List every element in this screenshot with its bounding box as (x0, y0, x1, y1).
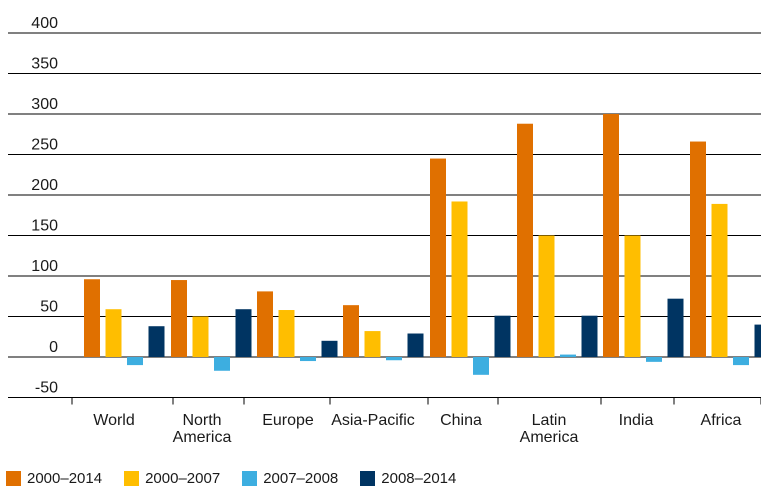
bar-2007-2008-6 (646, 357, 662, 362)
legend-item: 2008–2014 (360, 470, 456, 487)
bar-2000-2007-6 (624, 235, 641, 357)
bar-2008-2014-7 (754, 324, 761, 357)
legend-swatch (242, 471, 258, 486)
legend-label: 2008–2014 (381, 470, 457, 487)
legend: 2000–2014 2000–2007 2007–2008 2008–2014 (6, 470, 478, 487)
category-label: Europe (262, 412, 314, 429)
bar-2000-2014-5 (517, 123, 533, 357)
bar-2000-2014-7 (690, 141, 706, 357)
category-labels: World North America Europe Asia-Pacific China… (93, 412, 741, 446)
bar-2000-2007-3 (364, 331, 381, 357)
legend-label: 2000–2007 (145, 470, 221, 487)
y-tick-label: 100 (31, 258, 58, 275)
category-label: North America (173, 412, 232, 446)
y-tick-label: 350 (31, 56, 58, 73)
bar-2000-2007-0 (105, 309, 122, 357)
bar-2008-2014-4 (494, 315, 511, 357)
bar-2000-2007-1 (192, 316, 209, 357)
x-axis (71, 397, 761, 405)
category-label: Asia-Pacific (331, 412, 415, 429)
bar-2007-2008-5 (560, 354, 576, 357)
bar-2007-2008-1 (214, 357, 230, 371)
y-tick-label: 50 (40, 299, 58, 316)
y-axis-tick-labels: 400 350 300 250 200 150 100 50 0 -50 (31, 15, 58, 397)
bar-2008-2014-5 (581, 315, 598, 357)
y-tick-label: 150 (31, 218, 58, 235)
bar-2008-2014-0 (148, 326, 165, 357)
category-label: Latin America (520, 412, 579, 446)
legend-item: 2000–2007 (124, 470, 220, 487)
category-label: India (619, 412, 654, 429)
category-label: China (440, 412, 482, 429)
bar-2000-2007-7 (711, 203, 728, 357)
y-tick-label: -50 (35, 380, 58, 397)
bar-2007-2008-2 (300, 357, 316, 362)
category-label: World (93, 412, 135, 429)
bar-2008-2014-6 (667, 298, 684, 357)
bar-2000-2007-4 (451, 201, 468, 357)
y-tick-label: 400 (31, 15, 58, 32)
bar-2000-2007-2 (278, 310, 295, 357)
bar-2007-2008-7 (733, 357, 749, 366)
legend-swatch (6, 471, 21, 486)
y-tick-label: 0 (49, 339, 58, 356)
y-tick-label: 300 (31, 96, 58, 113)
bar-2000-2014-0 (84, 279, 100, 357)
bar-2007-2008-0 (127, 357, 143, 366)
legend-label: 2000–2014 (27, 470, 103, 487)
category-label: Africa (701, 412, 742, 429)
bar-2007-2008-4 (473, 357, 489, 375)
y-tick-label: 250 (31, 137, 58, 154)
bar-2008-2014-2 (321, 340, 338, 357)
bar-2008-2014-1 (235, 309, 252, 357)
bar-2007-2008-3 (386, 357, 402, 361)
gridlines (8, 32, 761, 398)
legend-swatch (124, 471, 140, 486)
bar-2000-2014-6 (603, 114, 619, 357)
bar-2000-2014-3 (343, 305, 359, 357)
legend-item: 2000–2014 (6, 470, 102, 487)
bar-2000-2014-1 (171, 280, 187, 357)
bar-2000-2014-4 (430, 158, 446, 357)
bar-chart: 400 350 300 250 200 150 100 50 0 -50 World North Am… (8, 15, 761, 446)
bar-2008-2014-3 (407, 333, 424, 357)
legend-label: 2007–2008 (263, 470, 339, 487)
legend-swatch (360, 471, 376, 486)
bars (84, 114, 761, 375)
legend-item: 2007–2008 (242, 470, 338, 487)
bar-2000-2014-2 (257, 291, 273, 357)
y-tick-label: 200 (31, 177, 58, 194)
bar-2000-2007-5 (538, 235, 555, 357)
